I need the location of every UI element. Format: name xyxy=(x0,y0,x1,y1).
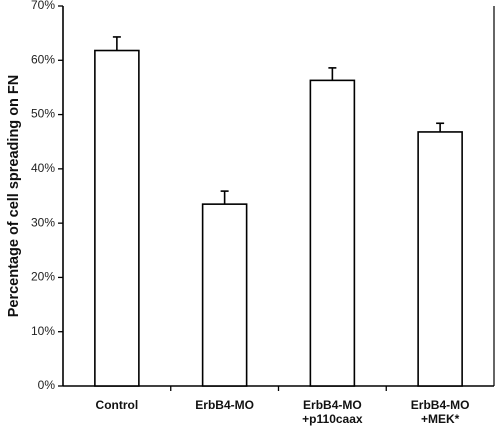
x-category-label: +p110caax xyxy=(302,412,363,426)
bar xyxy=(201,203,248,387)
y-tick-label: 30% xyxy=(31,215,55,229)
bar xyxy=(94,49,140,387)
y-tick-label: 20% xyxy=(31,270,55,284)
x-category-label: ErbB4-MO xyxy=(303,398,362,412)
x-category-label: +MEK* xyxy=(421,412,460,426)
y-tick-label: 70% xyxy=(31,0,55,12)
bars xyxy=(94,36,463,391)
x-category-label: Control xyxy=(96,398,139,412)
y-tick-label: 0% xyxy=(38,378,56,392)
x-category-label: ErbB4-MO xyxy=(195,398,254,412)
bar xyxy=(417,131,463,387)
y-ticks: 0% 10% 20% 30% 40% 50% 60% 70% xyxy=(31,0,63,392)
y-tick-label: 40% xyxy=(31,161,55,175)
y-tick-label: 60% xyxy=(31,52,55,66)
x-category-label: ErbB4-MO xyxy=(411,398,470,412)
x-labels: Control ErbB4-MO ErbB4-MO+p110caaxErbB4-MO… xyxy=(96,398,470,426)
y-axis-title: Percentage of cell spreading on FN xyxy=(6,75,22,318)
plot-area: 0% 10% 20% 30% 40% 50% 60% 70% Control ErbB4-MO E… xyxy=(31,0,495,426)
y-tick-label: 10% xyxy=(31,324,55,338)
bar xyxy=(309,79,356,387)
y-tick-label: 50% xyxy=(31,107,55,121)
